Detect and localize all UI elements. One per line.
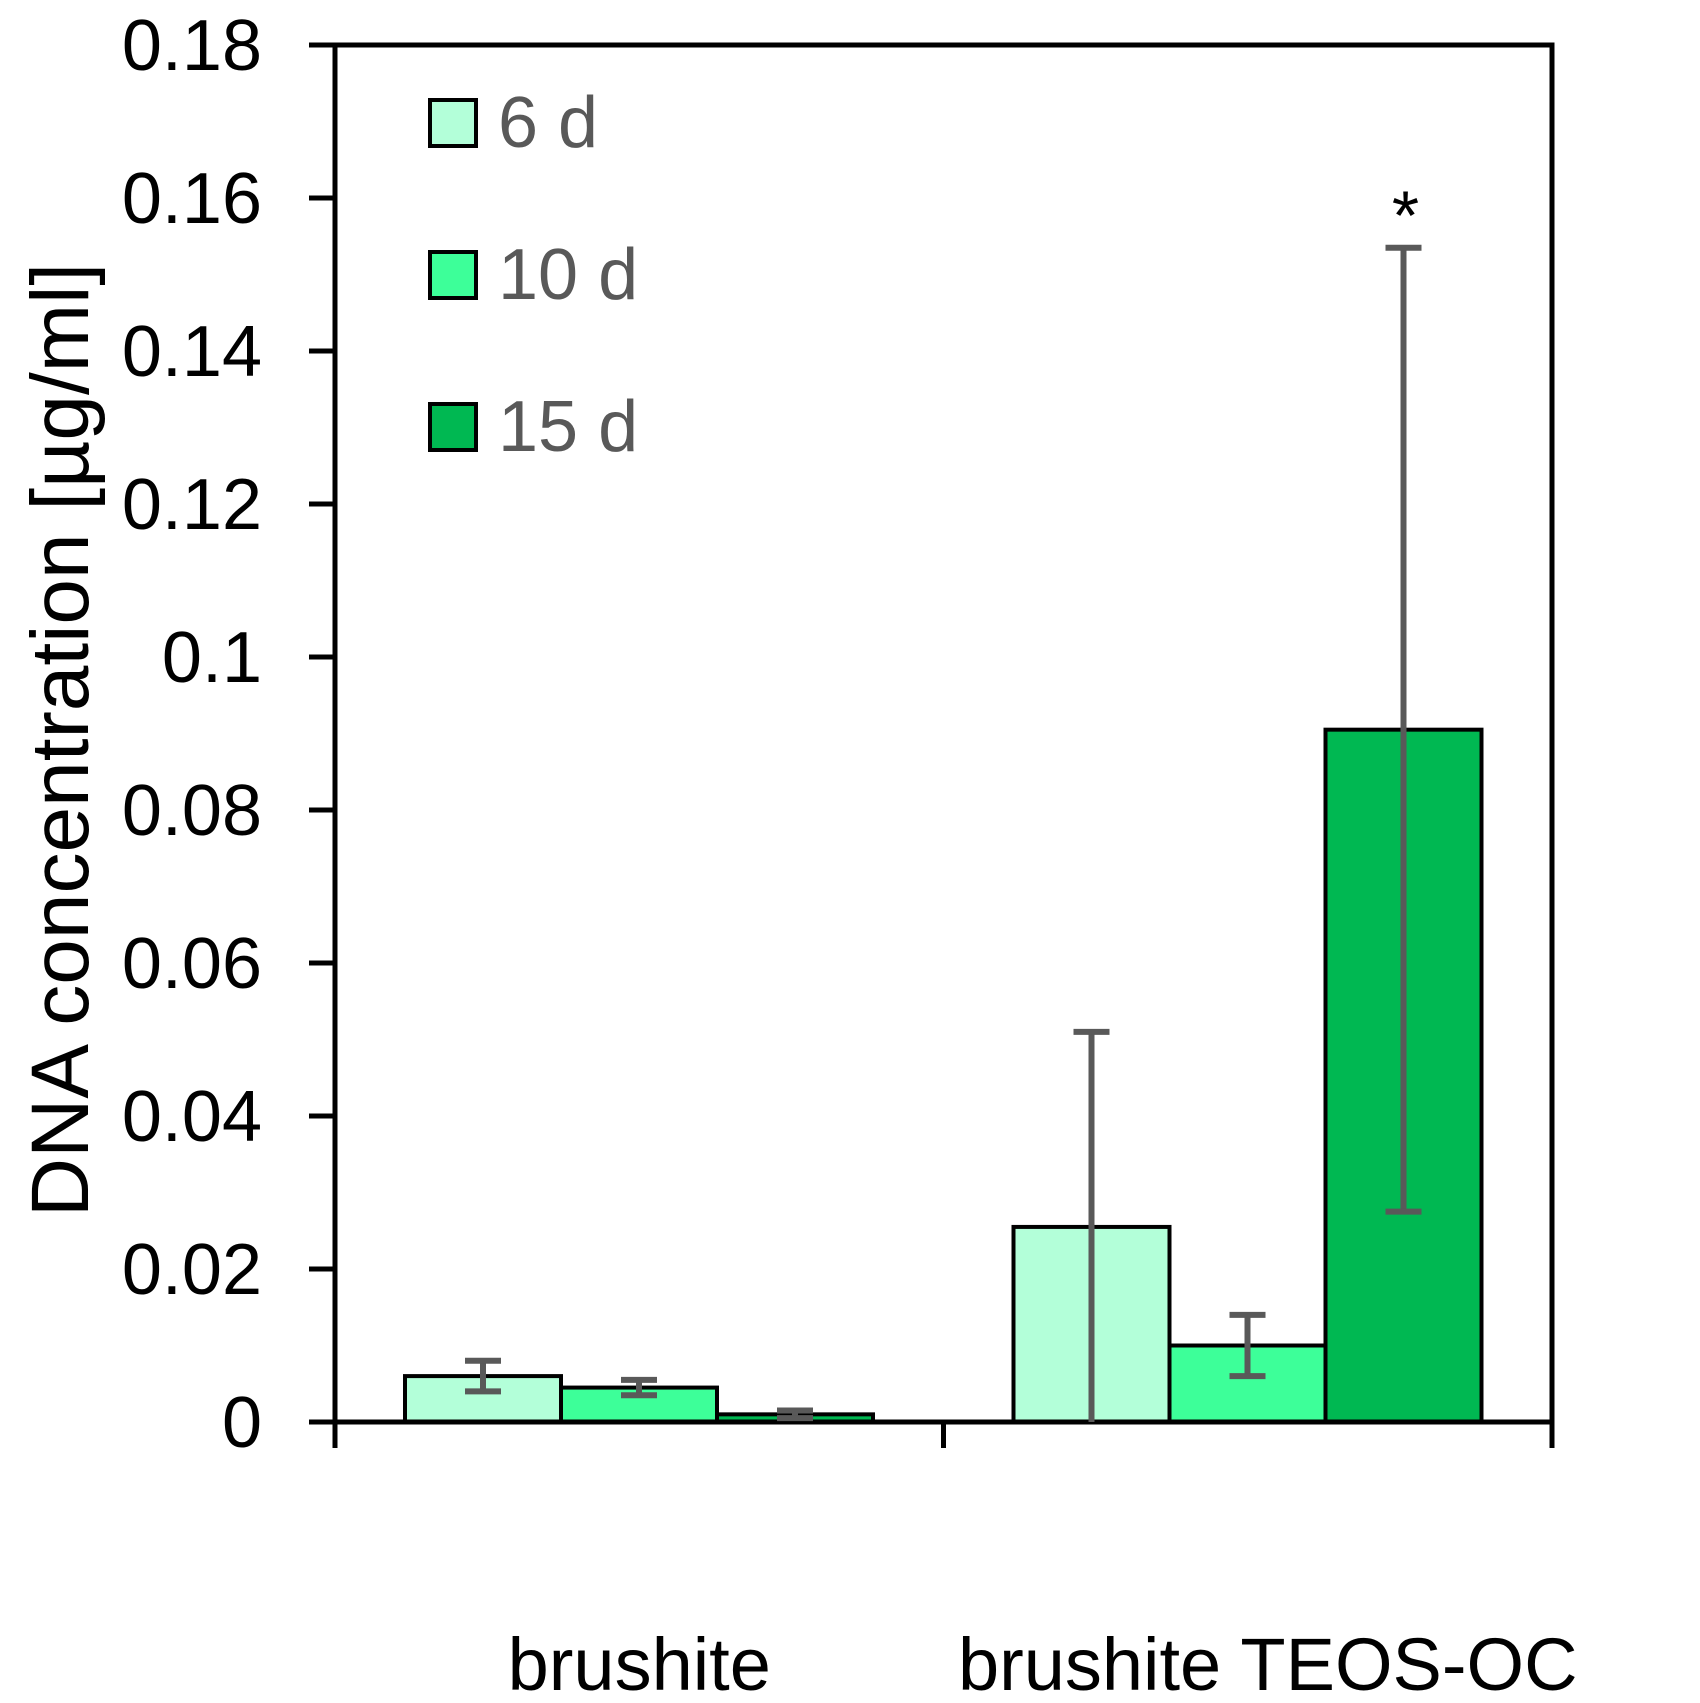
legend-swatch [428,98,478,148]
legend-label: 6 d [498,83,598,163]
error-bar [1073,1028,1110,1422]
legend-label: 10 d [498,235,638,315]
y-tick-label: 0.04 [122,1077,262,1157]
significance-marker: * [1392,177,1419,255]
y-tick-label: 0.02 [122,1230,262,1310]
error-bar [1385,244,1422,1215]
y-tick-label: 0.18 [122,6,262,86]
y-tick-label: 0.14 [122,312,262,392]
y-tick-label: 0.08 [122,771,262,851]
error-bar [621,1376,657,1399]
y-tick-label: 0.1 [162,618,262,698]
y-tick-label: 0 [222,1383,262,1463]
y-axis-title: DNA concentration [µg/ml] [15,263,106,1217]
y-tick-label: 0.06 [122,924,262,1004]
error-bar [465,1357,501,1395]
y-tick-label: 0.12 [122,465,262,545]
x-category-label: brushite [508,1623,771,1703]
y-tick-label: 0.16 [122,159,262,239]
error-bar [1229,1311,1266,1380]
error-bar [777,1407,813,1422]
legend-swatch [428,402,478,452]
legend-label: 15 d [498,387,638,467]
legend-swatch [428,250,478,300]
x-category-label: brushite TEOS-OC [958,1623,1578,1703]
